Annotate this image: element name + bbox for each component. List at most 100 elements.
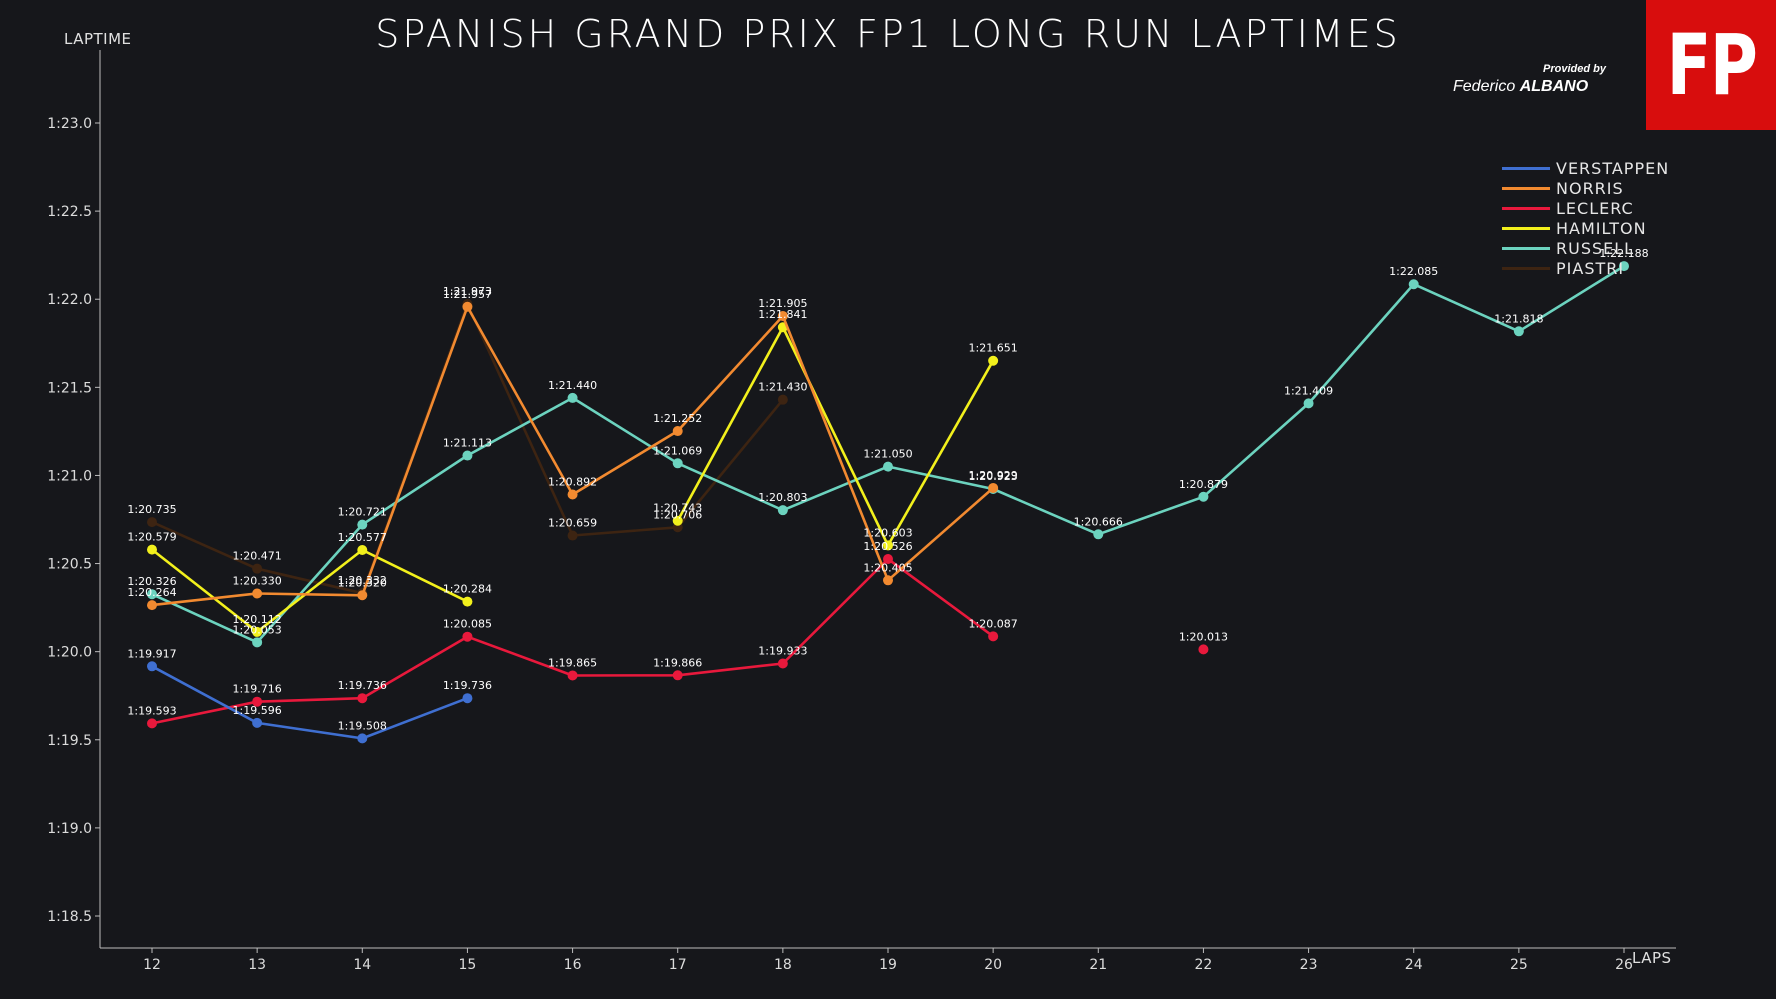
russell-data-label: 1:20.803 <box>758 491 807 504</box>
russell-data-label: 1:21.069 <box>653 444 702 457</box>
leclerc-point <box>357 693 368 704</box>
russell-point <box>883 461 893 472</box>
russell-point <box>357 519 368 530</box>
verstappen-data-label: 1:19.736 <box>443 679 492 692</box>
russell-data-label: 1:20.879 <box>1179 478 1228 491</box>
hamilton-point <box>883 540 893 551</box>
hamilton-data-label: 1:20.284 <box>443 583 492 596</box>
legend-swatch <box>1502 266 1550 270</box>
x-tick-label: 21 <box>1089 957 1107 973</box>
legend-swatch <box>1502 166 1550 170</box>
y-tick-label: 1:20.5 <box>47 557 92 573</box>
russell-data-label: 1:22.188 <box>1599 247 1648 260</box>
x-axis-title: LAPS <box>1632 949 1672 967</box>
legend-item-hamilton: HAMILTON <box>1502 218 1669 238</box>
legend-swatch <box>1502 226 1550 230</box>
leclerc-data-label: 1:19.866 <box>653 656 702 669</box>
leclerc-data-label: 1:19.865 <box>548 656 597 669</box>
x-tick-label: 18 <box>774 957 792 973</box>
leclerc-point <box>147 718 157 729</box>
y-tick-label: 1:23.0 <box>47 116 92 132</box>
norris-data-label: 1:20.892 <box>548 475 597 488</box>
russell-data-label: 1:21.409 <box>1284 384 1333 397</box>
x-tick-label: 15 <box>459 957 477 973</box>
hamilton-series-line <box>676 325 995 547</box>
leclerc-point <box>777 658 788 669</box>
piastri-data-label: 1:20.706 <box>653 508 702 521</box>
verstappen-point <box>462 693 473 704</box>
russell-point <box>567 392 578 403</box>
norris-point <box>147 600 157 611</box>
hamilton-data-label: 1:20.579 <box>127 531 176 544</box>
verstappen-point <box>252 717 263 728</box>
legend-swatch <box>1502 246 1550 250</box>
hamilton-point <box>462 596 473 607</box>
legend-label: LECLERC <box>1556 198 1634 218</box>
russell-point <box>1619 261 1629 272</box>
norris-data-label: 1:21.957 <box>443 288 492 301</box>
legend-swatch <box>1502 186 1550 190</box>
hamilton-data-label: 1:20.743 <box>653 502 702 515</box>
norris-point <box>567 489 578 500</box>
hamilton-point <box>988 355 999 366</box>
leclerc-point <box>252 696 263 707</box>
hamilton-data-label: 1:20.112 <box>233 613 282 626</box>
credit-author: Federico ALBANO <box>1453 78 1588 96</box>
legend-item-verstappen: VERSTAPPEN <box>1502 158 1669 178</box>
hamilton-point <box>252 626 263 637</box>
x-tick-label: 12 <box>143 957 161 973</box>
credit-last-name: ALBANO <box>1519 78 1589 95</box>
russell-point <box>672 458 683 469</box>
legend-label: HAMILTON <box>1556 218 1647 238</box>
leclerc-data-label: 1:20.087 <box>969 617 1018 630</box>
russell-data-label: 1:21.050 <box>863 448 912 461</box>
norris-data-label: 1:21.252 <box>653 412 702 425</box>
y-tick-label: 1:19.0 <box>47 821 92 837</box>
russell-data-label: 1:20.666 <box>1074 515 1123 528</box>
russell-point <box>1513 326 1524 337</box>
y-tick-label: 1:21.0 <box>47 468 92 484</box>
credit-provided-by: Provided by <box>1543 63 1606 75</box>
legend-label: NORRIS <box>1556 178 1624 198</box>
hamilton-data-label: 1:20.603 <box>863 526 912 539</box>
x-tick-label: 14 <box>353 957 371 973</box>
legend-item-norris: NORRIS <box>1502 178 1669 198</box>
hamilton-point <box>357 544 368 555</box>
russell-data-label: 1:20.923 <box>969 470 1018 483</box>
y-tick-label: 1:21.5 <box>47 380 92 396</box>
leclerc-data-label: 1:19.593 <box>127 704 176 717</box>
hamilton-data-label: 1:21.651 <box>969 342 1018 355</box>
russell-point <box>1093 529 1104 540</box>
chart-title: SPANISH GRAND PRIX FP1 LONG RUN LAPTIMES <box>375 12 1401 56</box>
fp-logo-text: FP <box>1666 16 1757 114</box>
leclerc-point <box>672 670 683 681</box>
piastri-data-label: 1:20.471 <box>233 550 282 563</box>
leclerc-data-label: 1:20.526 <box>863 540 912 553</box>
leclerc-data-label: 1:20.085 <box>443 618 492 631</box>
russell-point <box>462 450 473 461</box>
leclerc-point <box>1198 644 1209 655</box>
x-tick-label: 22 <box>1195 957 1213 973</box>
russell-point <box>1408 279 1419 290</box>
piastri-data-label: 1:20.735 <box>127 503 176 516</box>
piastri-data-label: 1:21.430 <box>758 381 807 394</box>
leclerc-point <box>988 631 999 642</box>
hamilton-data-label: 1:21.841 <box>758 308 807 321</box>
verstappen-point <box>147 661 157 672</box>
x-tick-label: 13 <box>248 957 266 973</box>
piastri-point <box>252 563 263 574</box>
russell-data-label: 1:20.721 <box>338 506 387 519</box>
russell-data-label: 1:20.326 <box>127 575 176 588</box>
leclerc-point <box>567 670 578 681</box>
piastri-data-label: 1:20.332 <box>338 574 387 587</box>
russell-point <box>777 505 788 516</box>
legend-label: RUSSELL <box>1556 238 1635 258</box>
norris-data-label: 1:20.405 <box>863 561 912 574</box>
verstappen-series-line <box>151 665 468 740</box>
y-tick-label: 1:19.5 <box>47 733 92 749</box>
russell-data-label: 1:22.085 <box>1389 265 1438 278</box>
leclerc-point <box>462 631 473 642</box>
legend-label: VERSTAPPEN <box>1556 158 1670 178</box>
legend-label: PIASTRI <box>1556 258 1625 278</box>
norris-data-label: 1:20.264 <box>127 586 176 599</box>
